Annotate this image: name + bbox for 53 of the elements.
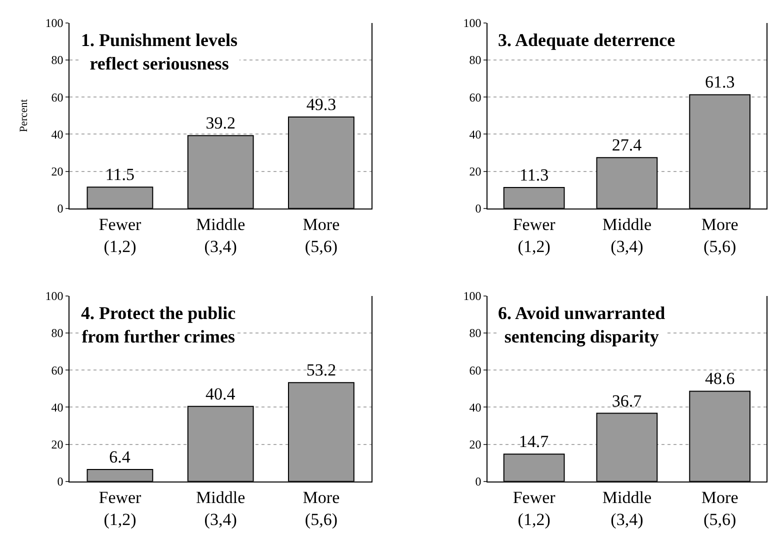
data-label: 14.7: [518, 432, 550, 452]
y-tick-label: 40: [51, 400, 64, 414]
data-label: 36.7: [612, 391, 642, 410]
x-tick-label: More (5,6): [302, 488, 340, 529]
data-label: 61.3: [704, 72, 735, 92]
y-axis-title: Percent: [18, 99, 30, 132]
data-label: 49.3: [306, 94, 336, 114]
y-tick-label: 0: [57, 202, 64, 216]
x-tick-label: Middle (3,4): [196, 488, 246, 529]
x-tick-label: More (5,6): [302, 214, 340, 256]
y-tick-label: 100: [463, 289, 482, 304]
y-tick-label: 100: [45, 16, 64, 30]
y-tick-label: 20: [469, 437, 482, 452]
text: 4. Protect the public from further crimes: [81, 303, 236, 346]
y-tick-label: 80: [51, 53, 64, 68]
y-tick-label: 60: [51, 363, 64, 378]
y-tick-label: 100: [45, 289, 64, 304]
text: 1. Punishment levels reflect seriousness: [81, 30, 238, 74]
data-label: 27.4: [612, 136, 642, 155]
y-tick-label: 20: [469, 164, 482, 178]
y-tick-label: 40: [469, 127, 482, 142]
x-tick-label: Fewer (1,2): [512, 214, 556, 256]
x-tick-label: Fewer (1,2): [98, 488, 142, 529]
y-tick-label: 60: [51, 90, 64, 104]
y-tick-label: 20: [51, 164, 64, 178]
data-label: 11.5: [105, 165, 135, 184]
data-label: 11.3: [519, 165, 549, 184]
x-tick-label: Middle (3,4): [602, 488, 652, 529]
y-tick-label: 0: [475, 202, 482, 216]
data-label: 53.2: [306, 360, 336, 380]
y-tick-label: 100: [463, 16, 482, 30]
y-tick-label: 40: [469, 400, 482, 414]
y-tick-label: 40: [51, 127, 64, 142]
y-tick-label: 0: [57, 474, 64, 489]
x-tick-label: Fewer (1,2): [98, 214, 142, 256]
chart-title: 3. Adequate deterrence: [498, 30, 676, 50]
data-label: 40.4: [205, 384, 236, 404]
text: 6. Avoid unwarranted sentencing disparity: [498, 303, 666, 346]
x-tick-label: Middle (3,4): [602, 214, 652, 256]
data-label: 6.4: [109, 447, 131, 466]
data-label: 48.6: [704, 369, 735, 388]
y-tick-label: 80: [51, 326, 64, 340]
y-tick-label: 0: [475, 474, 482, 489]
y-tick-label: 80: [469, 326, 482, 340]
y-tick-label: 60: [469, 90, 482, 104]
y-tick-label: 80: [469, 53, 482, 68]
data-label: 39.2: [206, 114, 236, 133]
y-tick-label: 20: [51, 437, 64, 452]
x-tick-label: More (5,6): [701, 214, 738, 256]
x-tick-label: Middle (3,4): [196, 214, 246, 256]
x-tick-label: More (5,6): [701, 488, 738, 529]
x-tick-label: Fewer (1,2): [512, 488, 556, 529]
y-tick-label: 60: [469, 363, 482, 378]
